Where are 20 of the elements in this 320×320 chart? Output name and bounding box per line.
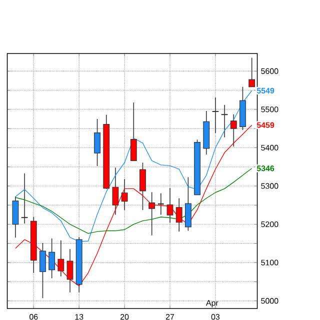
line-series (15, 90, 252, 242)
candlestick (121, 178, 128, 211)
candlestick (130, 102, 137, 162)
candlestick (184, 176, 192, 232)
candlestick (40, 242, 46, 299)
candlestick (248, 57, 256, 88)
candlestick (221, 104, 228, 138)
candlestick (140, 162, 146, 211)
candlestick (12, 196, 19, 238)
candlestick (58, 240, 64, 277)
candlestick (94, 118, 100, 166)
line-series (15, 168, 252, 234)
candlestick (166, 188, 174, 224)
candlestick (212, 97, 219, 134)
candlestick (148, 192, 156, 236)
candlestick (112, 167, 119, 216)
candlestick (176, 198, 182, 232)
candlestick (21, 172, 28, 224)
line-series (15, 124, 252, 286)
candlestick (48, 238, 56, 279)
